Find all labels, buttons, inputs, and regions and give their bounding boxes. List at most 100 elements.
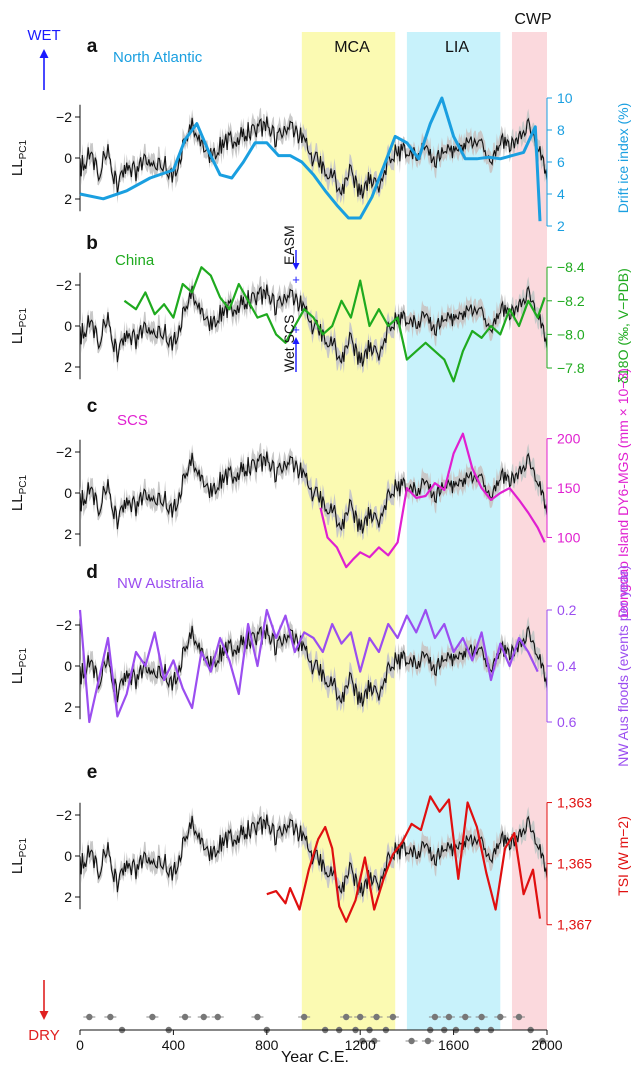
right-tick-label: 1,363 xyxy=(557,795,592,811)
left-tick-label: 0 xyxy=(64,848,72,864)
right-tick-label: 4 xyxy=(557,186,565,202)
wet-label: WET xyxy=(27,27,60,44)
right-tick-label: 100 xyxy=(557,529,581,545)
dating-point xyxy=(515,1013,523,1021)
left-axis-a: −2 0 2 LLPC1 xyxy=(9,104,81,212)
region-label-a: North Atlantic xyxy=(113,49,203,66)
panel-letter-a: a xyxy=(87,36,98,57)
series-b xyxy=(123,266,546,383)
x-tick-label: 800 xyxy=(255,1037,279,1053)
dating-point xyxy=(149,1013,156,1021)
left-axis-c: −2 0 2 LLPC1 xyxy=(9,439,81,547)
right-axis-c: 200 150 100 Dongdao Island DY6-MGS (mm × 10… xyxy=(546,368,631,618)
right-tick-label: 150 xyxy=(557,480,581,496)
left-axis-label-a: LLPC1 xyxy=(9,139,29,176)
x-tick-label: 0 xyxy=(76,1037,84,1053)
cwp-label: CWP xyxy=(514,11,551,28)
panel-letter-d: d xyxy=(86,562,98,583)
wet-scs-label: Wet SCS xyxy=(281,315,297,372)
left-axis-label-sub: PC1 xyxy=(18,307,29,327)
x-tick-label: 2000 xyxy=(531,1037,562,1053)
dating-point xyxy=(408,1037,415,1045)
ll-pc1-line xyxy=(79,624,548,707)
x-tick-label: 1200 xyxy=(345,1037,376,1053)
left-axis-label-d: LLPC1 xyxy=(9,647,29,684)
left-axis-label-sub: PC1 xyxy=(18,474,29,494)
left-tick-label: 2 xyxy=(64,526,72,542)
left-axis-label-sub: PC1 xyxy=(18,837,29,857)
dating-point xyxy=(200,1013,207,1021)
x-tick-label: 400 xyxy=(162,1037,186,1053)
wet-scs-annotation: Wet SCS + xyxy=(281,315,300,372)
dating-point xyxy=(424,1037,432,1045)
ll-pc1-band xyxy=(80,442,547,541)
mca-label: MCA xyxy=(334,39,370,56)
right-axis-a: 2 4 6 8 10 Drift ice index (%) xyxy=(546,90,631,234)
series-a xyxy=(79,96,542,222)
right-axis-d: 0.2 0.4 0.6 NW Aus floods (events per year) xyxy=(546,565,631,767)
panel-d: d NW Australia −2 0 2 LLPC1 0.2 0.4 0.6 NW Aus fl… xyxy=(9,562,631,767)
region-label-b: China xyxy=(115,252,155,269)
dating-point xyxy=(86,1013,93,1021)
ll-pc1-band xyxy=(80,275,547,374)
right-tick-label: 1,367 xyxy=(557,917,592,933)
panels: a North Atlantic −2 0 2 LLPC1 2 4 6 8 10 Drift ice … xyxy=(9,36,631,1045)
right-tick-label: 0.4 xyxy=(557,658,577,674)
region-label-c: SCS xyxy=(117,412,148,429)
easm-annotation: EASM + xyxy=(281,225,300,287)
right-axis-label-c: Dongdao Island DY6-MGS (mm × 10−3) xyxy=(615,368,631,618)
left-axis-label-sub: PC1 xyxy=(18,139,29,159)
dry-label: DRY xyxy=(28,1027,59,1044)
right-axis-label-e: TSI (W m−2) xyxy=(615,816,631,896)
dating-point xyxy=(445,1013,453,1021)
x-axis-title: Year C.E. xyxy=(281,1049,349,1066)
left-tick-label: 2 xyxy=(64,359,72,375)
x-axis: 0 400 800 1200 1600 2000 xyxy=(76,1029,563,1053)
dating-point xyxy=(342,1013,350,1021)
ll-pc1-band xyxy=(80,107,547,206)
right-tick-label: −8.2 xyxy=(557,293,585,309)
dating-point xyxy=(371,1037,378,1045)
dating-point xyxy=(300,1013,308,1021)
lia-band xyxy=(406,32,501,1030)
x-tick-label: 1600 xyxy=(438,1037,469,1053)
left-tick-label: −2 xyxy=(56,617,72,633)
left-axis-label-b: LLPC1 xyxy=(9,307,29,344)
right-axis-label-d: NW Aus floods (events per year) xyxy=(615,565,631,767)
left-tick-label: −2 xyxy=(56,807,72,823)
dating-point xyxy=(462,1013,469,1021)
left-axis-b: −2 0 2 LLPC1 xyxy=(9,272,81,380)
right-tick-label: 6 xyxy=(557,154,565,170)
dating-point xyxy=(478,1013,485,1021)
ll-pc1-line xyxy=(79,284,548,367)
right-tick-label: 1,365 xyxy=(557,856,592,872)
panel-a: a North Atlantic −2 0 2 LLPC1 2 4 6 8 10 Drift ice … xyxy=(9,36,631,234)
panel-e: e −2 0 2 LLPC1 1,363 1,365 1,367 TSI (W m−2) xyxy=(9,762,631,933)
dry-arrowhead-icon xyxy=(39,1011,49,1020)
dating-point xyxy=(497,1013,504,1021)
easm-plus: + xyxy=(292,272,300,287)
left-tick-label: 0 xyxy=(64,658,72,674)
left-axis-label-sub: PC1 xyxy=(18,647,29,667)
dating-point xyxy=(359,1037,366,1045)
series-c xyxy=(319,432,546,569)
dating-point xyxy=(389,1013,397,1021)
left-tick-label: −2 xyxy=(56,277,72,293)
panel-b: b China −2 0 2 LLPC1 −7.8 −8.0 −8.2 −8.4 δ18O (‰, … xyxy=(9,233,631,384)
ll-pc1-line xyxy=(79,116,548,199)
panel-c: c SCS −2 0 2 LLPC1 200 150 100 Dongdao Island DY6… xyxy=(9,368,631,618)
region-label-d: NW Australia xyxy=(117,575,204,592)
wet-scs-arrowhead-icon xyxy=(292,337,300,344)
left-tick-label: −2 xyxy=(56,444,72,460)
left-axis-d: −2 0 2 LLPC1 xyxy=(9,612,81,720)
right-axis-label-b: δ18O (‰, V−PDB) xyxy=(615,268,631,384)
right-tick-label: −8.0 xyxy=(557,326,585,342)
easm-label: EASM xyxy=(281,225,297,265)
left-tick-label: −2 xyxy=(56,109,72,125)
right-tick-label: 2 xyxy=(557,218,565,234)
left-tick-label: 2 xyxy=(64,699,72,715)
panel-letter-e: e xyxy=(87,762,98,783)
right-tick-label: −7.8 xyxy=(557,360,585,376)
period-labels: MCA LIA CWP xyxy=(334,11,551,56)
